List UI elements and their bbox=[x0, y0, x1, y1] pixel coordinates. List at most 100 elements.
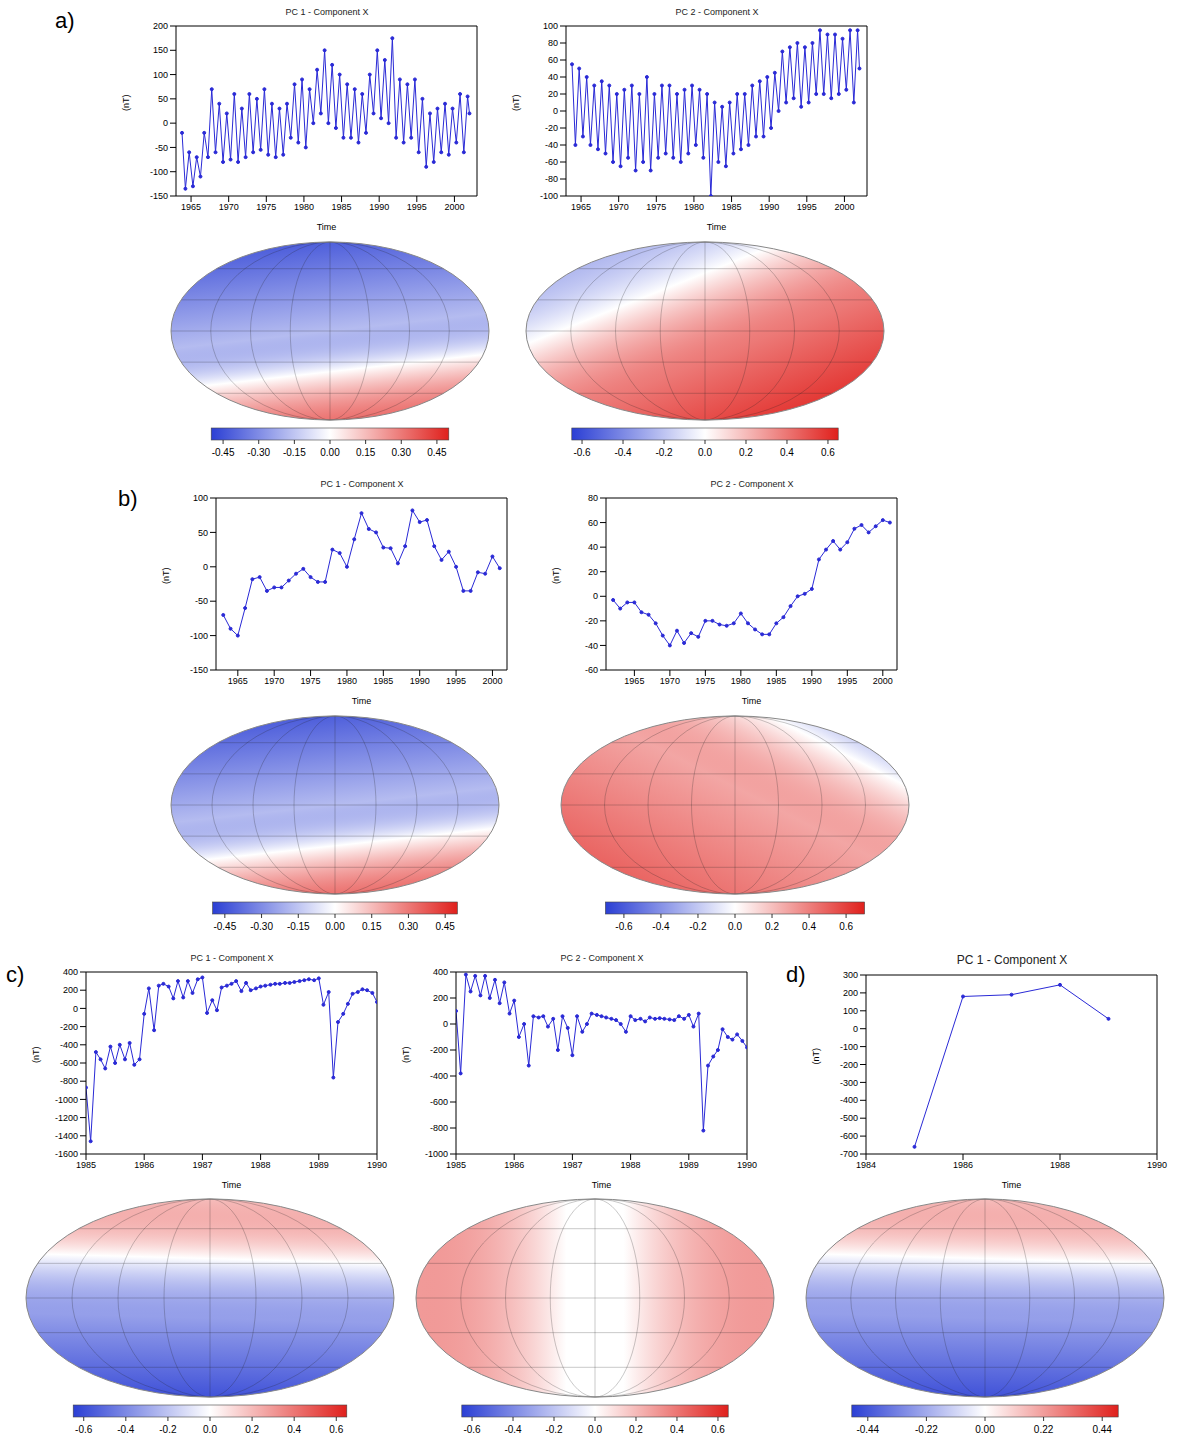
svg-text:-0.6: -0.6 bbox=[573, 447, 591, 458]
svg-text:1980: 1980 bbox=[337, 676, 357, 686]
svg-text:0.0: 0.0 bbox=[203, 1424, 217, 1435]
svg-text:100: 100 bbox=[843, 1006, 858, 1016]
svg-text:0.4: 0.4 bbox=[802, 921, 816, 932]
svg-text:-1200: -1200 bbox=[55, 1113, 78, 1123]
svg-text:0.15: 0.15 bbox=[356, 447, 376, 458]
svg-text:150: 150 bbox=[153, 45, 168, 55]
svg-text:0: 0 bbox=[163, 118, 168, 128]
svg-text:0: 0 bbox=[853, 1024, 858, 1034]
svg-text:1990: 1990 bbox=[759, 202, 779, 212]
svg-text:0.6: 0.6 bbox=[821, 447, 835, 458]
svg-text:100: 100 bbox=[153, 70, 168, 80]
svg-text:0.6: 0.6 bbox=[839, 921, 853, 932]
svg-text:200: 200 bbox=[63, 985, 78, 995]
svg-text:-100: -100 bbox=[190, 631, 208, 641]
svg-text:1980: 1980 bbox=[731, 676, 751, 686]
svg-text:1965: 1965 bbox=[181, 202, 201, 212]
svg-text:(nT): (nT) bbox=[811, 1048, 821, 1065]
svg-text:-1600: -1600 bbox=[55, 1149, 78, 1159]
svg-text:20: 20 bbox=[548, 89, 558, 99]
svg-text:0.45: 0.45 bbox=[427, 447, 447, 458]
svg-text:1995: 1995 bbox=[797, 202, 817, 212]
svg-text:Time: Time bbox=[222, 1180, 242, 1190]
svg-text:0.4: 0.4 bbox=[287, 1424, 301, 1435]
svg-text:2000: 2000 bbox=[834, 202, 854, 212]
svg-text:1985: 1985 bbox=[332, 202, 352, 212]
svg-text:0.2: 0.2 bbox=[629, 1424, 643, 1435]
svg-text:-150: -150 bbox=[190, 665, 208, 675]
svg-text:0: 0 bbox=[203, 562, 208, 572]
svg-text:1990: 1990 bbox=[1147, 1160, 1167, 1170]
svg-text:400: 400 bbox=[433, 967, 448, 977]
svg-text:1985: 1985 bbox=[766, 676, 786, 686]
svg-text:1989: 1989 bbox=[679, 1160, 699, 1170]
svg-text:2000: 2000 bbox=[482, 676, 502, 686]
svg-text:100: 100 bbox=[193, 493, 208, 503]
svg-text:80: 80 bbox=[548, 38, 558, 48]
svg-text:-0.2: -0.2 bbox=[159, 1424, 177, 1435]
svg-text:0: 0 bbox=[593, 591, 598, 601]
svg-text:60: 60 bbox=[588, 518, 598, 528]
svg-text:0.15: 0.15 bbox=[362, 921, 382, 932]
svg-text:1980: 1980 bbox=[684, 202, 704, 212]
svg-text:400: 400 bbox=[63, 967, 78, 977]
svg-text:-0.45: -0.45 bbox=[213, 921, 236, 932]
svg-text:1985: 1985 bbox=[446, 1160, 466, 1170]
svg-text:0.2: 0.2 bbox=[245, 1424, 259, 1435]
svg-text:1990: 1990 bbox=[367, 1160, 387, 1170]
svg-text:0.4: 0.4 bbox=[780, 447, 794, 458]
svg-text:-0.6: -0.6 bbox=[463, 1424, 481, 1435]
svg-text:-20: -20 bbox=[545, 123, 558, 133]
svg-text:1970: 1970 bbox=[219, 202, 239, 212]
svg-text:(nT): (nT) bbox=[161, 568, 171, 585]
svg-text:300: 300 bbox=[843, 970, 858, 980]
svg-text:-800: -800 bbox=[60, 1076, 78, 1086]
svg-text:80: 80 bbox=[588, 493, 598, 503]
svg-text:1995: 1995 bbox=[446, 676, 466, 686]
svg-text:Time: Time bbox=[592, 1180, 612, 1190]
svg-text:1970: 1970 bbox=[660, 676, 680, 686]
svg-text:1988: 1988 bbox=[251, 1160, 271, 1170]
svg-text:(nT): (nT) bbox=[511, 95, 521, 112]
svg-text:60: 60 bbox=[548, 55, 558, 65]
svg-text:-40: -40 bbox=[545, 140, 558, 150]
svg-text:1990: 1990 bbox=[802, 676, 822, 686]
svg-text:1970: 1970 bbox=[609, 202, 629, 212]
svg-text:Time: Time bbox=[352, 696, 372, 706]
svg-text:-50: -50 bbox=[195, 596, 208, 606]
svg-text:-100: -100 bbox=[540, 191, 558, 201]
svg-text:1987: 1987 bbox=[562, 1160, 582, 1170]
svg-text:1965: 1965 bbox=[571, 202, 591, 212]
svg-text:0.0: 0.0 bbox=[728, 921, 742, 932]
svg-text:2000: 2000 bbox=[873, 676, 893, 686]
svg-text:Time: Time bbox=[317, 222, 337, 232]
svg-text:-100: -100 bbox=[150, 167, 168, 177]
svg-text:200: 200 bbox=[843, 988, 858, 998]
svg-text:0: 0 bbox=[553, 106, 558, 116]
svg-text:-0.45: -0.45 bbox=[212, 447, 235, 458]
svg-text:0.4: 0.4 bbox=[670, 1424, 684, 1435]
svg-text:0.6: 0.6 bbox=[329, 1424, 343, 1435]
svg-text:1985: 1985 bbox=[76, 1160, 96, 1170]
svg-text:1986: 1986 bbox=[504, 1160, 524, 1170]
svg-text:-400: -400 bbox=[840, 1095, 858, 1105]
svg-text:-0.4: -0.4 bbox=[614, 447, 632, 458]
svg-text:100: 100 bbox=[543, 21, 558, 31]
svg-text:1990: 1990 bbox=[410, 676, 430, 686]
svg-text:0.6: 0.6 bbox=[711, 1424, 725, 1435]
svg-text:-0.6: -0.6 bbox=[75, 1424, 93, 1435]
svg-text:-40: -40 bbox=[585, 641, 598, 651]
svg-text:-50: -50 bbox=[155, 143, 168, 153]
svg-text:1988: 1988 bbox=[1050, 1160, 1070, 1170]
svg-text:0.30: 0.30 bbox=[392, 447, 412, 458]
svg-text:Time: Time bbox=[707, 222, 727, 232]
svg-text:1987: 1987 bbox=[192, 1160, 212, 1170]
svg-text:-800: -800 bbox=[430, 1123, 448, 1133]
svg-text:-0.2: -0.2 bbox=[545, 1424, 563, 1435]
svg-text:-200: -200 bbox=[60, 1022, 78, 1032]
svg-text:-0.4: -0.4 bbox=[117, 1424, 135, 1435]
svg-text:1986: 1986 bbox=[953, 1160, 973, 1170]
svg-text:20: 20 bbox=[588, 567, 598, 577]
svg-text:1986: 1986 bbox=[134, 1160, 154, 1170]
svg-text:-0.15: -0.15 bbox=[283, 447, 306, 458]
